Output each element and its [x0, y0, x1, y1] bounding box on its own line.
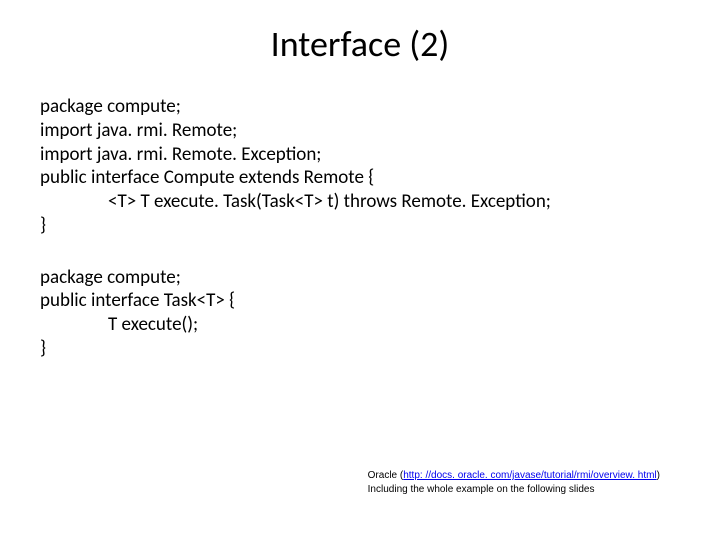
footer-note: Including the whole example on the follo… — [368, 483, 660, 497]
code-block-compute: package compute; import java. rmi. Remot… — [40, 95, 680, 238]
code-line: package compute; — [40, 95, 680, 119]
code-line: public interface Task<T> { — [40, 289, 680, 313]
footer-citation: Oracle (http: //docs. oracle. com/javase… — [368, 469, 660, 496]
code-line: public interface Compute extends Remote … — [40, 166, 680, 190]
code-line: } — [40, 337, 680, 361]
code-line: package compute; — [40, 266, 680, 290]
code-line: } — [40, 214, 680, 238]
code-line-indent: T execute(); — [40, 313, 198, 337]
code-line-indent: <T> T execute. Task(Task<T> t) throws Re… — [40, 190, 551, 214]
code-block-task: package compute; public interface Task<T… — [40, 266, 680, 361]
footer-source-line: Oracle (http: //docs. oracle. com/javase… — [368, 469, 660, 483]
slide-body: package compute; import java. rmi. Remot… — [40, 95, 680, 361]
code-line: <T> T execute. Task(Task<T> t) throws Re… — [40, 190, 680, 214]
code-line: import java. rmi. Remote; — [40, 119, 680, 143]
footer-link[interactable]: http: //docs. oracle. com/javase/tutoria… — [403, 470, 656, 481]
footer-src-label: Oracle ( — [368, 470, 404, 481]
code-line: T execute(); — [40, 313, 680, 337]
code-line: import java. rmi. Remote. Exception; — [40, 143, 680, 167]
footer-close-paren: ) — [657, 470, 660, 481]
slide-title: Interface (2) — [0, 22, 720, 66]
slide: Interface (2) package compute; import ja… — [0, 0, 720, 540]
